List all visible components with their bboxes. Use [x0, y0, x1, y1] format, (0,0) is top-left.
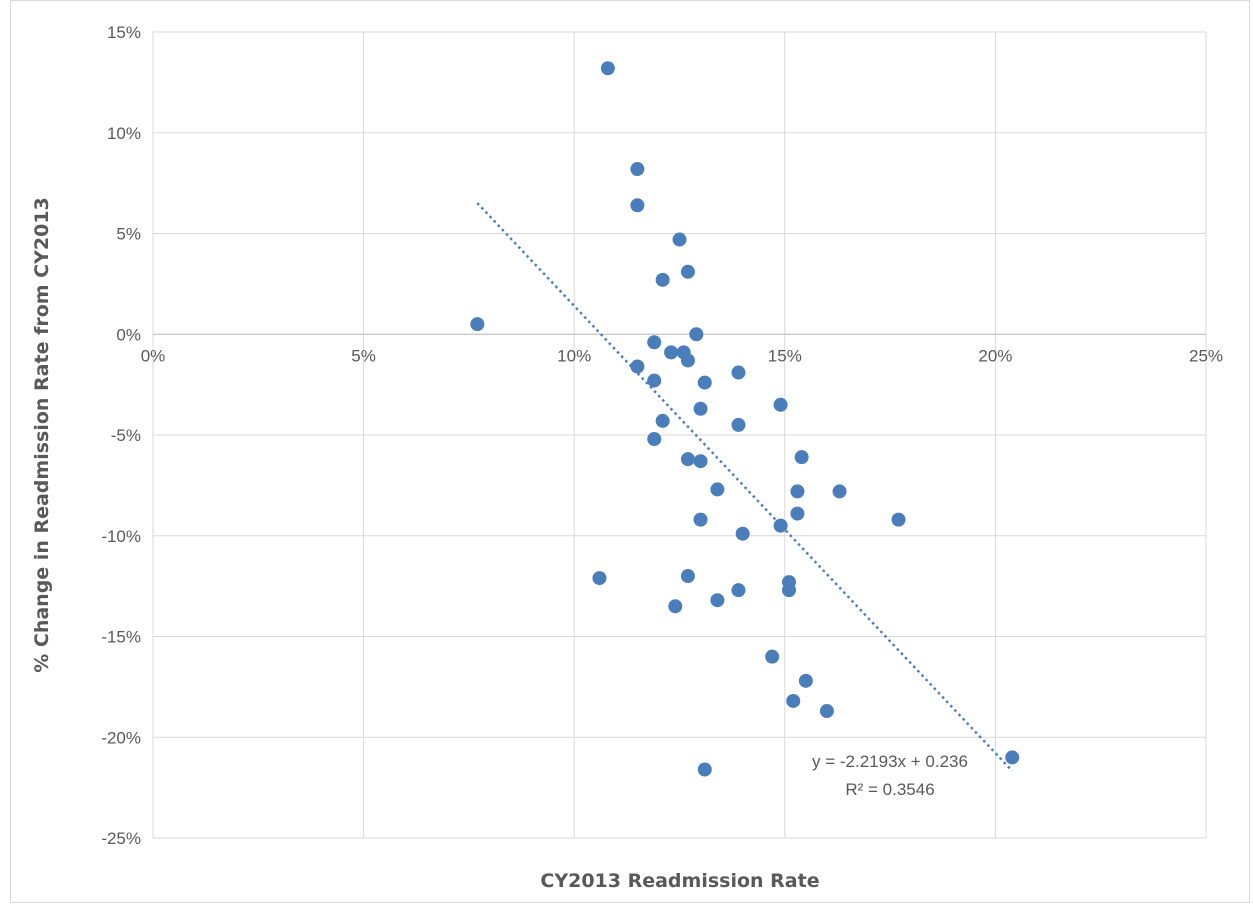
y-tick-label: -15%	[101, 628, 141, 647]
data-point	[786, 693, 801, 708]
data-point	[655, 413, 670, 428]
data-point	[680, 353, 695, 368]
x-tick-labels: 0% 5% 10% 15% 20% 25%	[141, 346, 1223, 365]
data-point	[710, 593, 725, 608]
data-point	[819, 704, 834, 719]
chart-frame	[10, 0, 1250, 903]
y-tick-labels: 15% 10% 5% 0% -5% -10% -15% -20% -25%	[101, 23, 141, 848]
y-tick-label: 5%	[116, 225, 141, 244]
data-point	[647, 373, 662, 388]
data-point	[731, 365, 746, 380]
data-point	[647, 335, 662, 350]
trendline-r-squared: R² = 0.3546	[845, 780, 934, 799]
data-point	[731, 417, 746, 432]
data-point	[891, 512, 906, 527]
y-tick-label: 15%	[107, 23, 141, 42]
y-tick-label: 0%	[116, 325, 141, 344]
y-axis-title: % Change in Readmission Rate from CY2013	[31, 197, 53, 673]
data-point	[655, 272, 670, 287]
data-point	[672, 232, 687, 247]
data-point	[773, 518, 788, 533]
data-point	[630, 162, 645, 177]
x-axis-title: CY2013 Readmission Rate	[540, 870, 819, 892]
y-tick-label: -10%	[101, 527, 141, 546]
data-point	[794, 450, 809, 465]
data-point	[693, 512, 708, 527]
data-point	[773, 397, 788, 412]
x-tick-label: 0%	[141, 346, 166, 365]
trendline-path	[476, 202, 1014, 772]
x-tick-label: 5%	[351, 346, 376, 365]
trendline-equation: y = -2.2193x + 0.236	[812, 752, 968, 771]
data-point	[647, 432, 662, 447]
x-tick-label: 10%	[557, 346, 591, 365]
data-point	[668, 599, 683, 614]
data-point	[693, 401, 708, 416]
data-point	[664, 345, 679, 360]
x-tick-label: 25%	[1189, 346, 1223, 365]
data-point	[790, 484, 805, 499]
data-point	[798, 673, 813, 688]
data-points	[470, 61, 1020, 777]
y-tick-label: -20%	[101, 728, 141, 747]
x-tick-label: 15%	[768, 346, 802, 365]
trendline	[476, 202, 1014, 772]
data-point	[592, 571, 607, 586]
data-point	[1005, 750, 1020, 765]
data-point	[693, 454, 708, 469]
data-point	[697, 762, 712, 777]
data-point	[765, 649, 780, 664]
data-point	[735, 526, 750, 541]
data-point	[680, 264, 695, 279]
data-point	[680, 569, 695, 584]
y-tick-label: -5%	[111, 426, 141, 445]
data-point	[689, 327, 704, 342]
data-point	[782, 583, 797, 598]
data-point	[680, 452, 695, 467]
data-point	[600, 61, 615, 76]
data-point	[470, 317, 485, 332]
data-point	[697, 375, 712, 390]
data-point	[630, 198, 645, 213]
data-point	[790, 506, 805, 521]
gridlines	[152, 31, 1207, 839]
data-point	[731, 583, 746, 598]
y-tick-label: -25%	[101, 829, 141, 848]
data-point	[710, 482, 725, 497]
y-tick-label: 10%	[107, 124, 141, 143]
x-tick-label: 20%	[978, 346, 1012, 365]
data-point	[832, 484, 847, 499]
data-point	[630, 359, 645, 374]
